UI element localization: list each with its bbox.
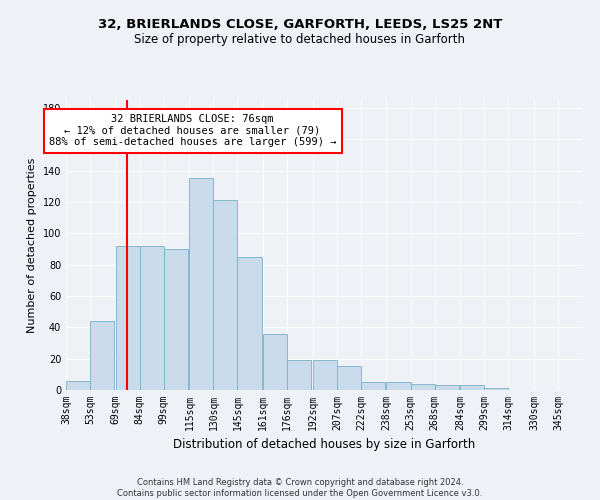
Bar xyxy=(337,366,361,390)
Bar xyxy=(287,360,311,390)
Bar xyxy=(164,249,188,390)
Text: 32 BRIERLANDS CLOSE: 76sqm
← 12% of detached houses are smaller (79)
88% of semi: 32 BRIERLANDS CLOSE: 76sqm ← 12% of deta… xyxy=(49,114,337,148)
Bar xyxy=(214,200,238,390)
Bar xyxy=(90,321,114,390)
Bar xyxy=(66,380,90,390)
Bar xyxy=(361,382,385,390)
X-axis label: Distribution of detached houses by size in Garforth: Distribution of detached houses by size … xyxy=(173,438,475,452)
Bar xyxy=(190,178,214,390)
Text: Size of property relative to detached houses in Garforth: Size of property relative to detached ho… xyxy=(134,32,466,46)
Bar xyxy=(386,382,410,390)
Bar xyxy=(238,257,262,390)
Bar xyxy=(460,386,484,390)
Bar xyxy=(484,388,508,390)
Text: 32, BRIERLANDS CLOSE, GARFORTH, LEEDS, LS25 2NT: 32, BRIERLANDS CLOSE, GARFORTH, LEEDS, L… xyxy=(98,18,502,30)
Bar xyxy=(313,360,337,390)
Bar xyxy=(434,386,458,390)
Bar xyxy=(263,334,287,390)
Text: Contains HM Land Registry data © Crown copyright and database right 2024.
Contai: Contains HM Land Registry data © Crown c… xyxy=(118,478,482,498)
Y-axis label: Number of detached properties: Number of detached properties xyxy=(27,158,37,332)
Bar xyxy=(140,246,164,390)
Bar xyxy=(410,384,434,390)
Bar xyxy=(116,246,140,390)
